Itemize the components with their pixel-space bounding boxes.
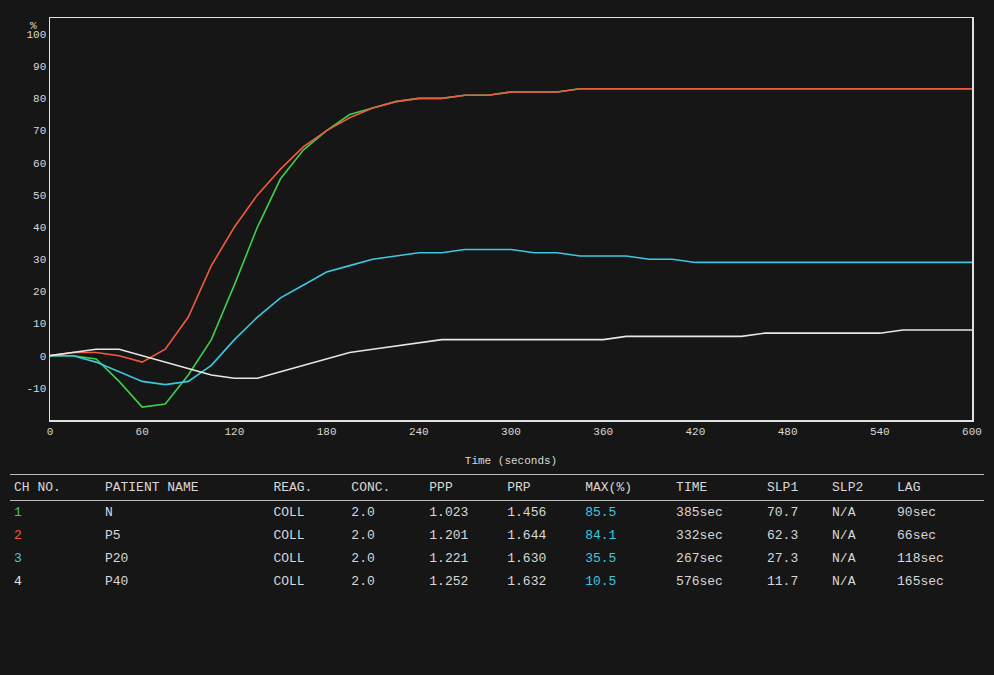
- html-text:COLL: COLL: [273, 551, 305, 566]
- html-text:SLP2: SLP2: [832, 480, 864, 495]
- html-text:118sec: 118sec: [897, 551, 944, 566]
- svg-text:0: 0: [40, 351, 47, 363]
- html-text:66sec: 66sec: [897, 528, 937, 543]
- html-text:62.3: 62.3: [767, 528, 799, 543]
- html-text:COLL: COLL: [273, 574, 305, 589]
- html-text:REAG.: REAG.: [273, 480, 313, 495]
- html-text:1.252: 1.252: [429, 574, 469, 589]
- svg-text:120: 120: [224, 426, 244, 438]
- html-text:N/A: N/A: [832, 574, 856, 589]
- svg-text:Time (seconds): Time (seconds): [465, 455, 557, 467]
- html-text:35.5: 35.5: [585, 551, 617, 566]
- html-text:1.632: 1.632: [507, 574, 547, 589]
- html-text:84.1: 84.1: [585, 528, 617, 543]
- svg-text:0: 0: [47, 426, 54, 438]
- html-text:70.7: 70.7: [767, 505, 799, 520]
- svg-text:600: 600: [962, 426, 982, 438]
- html-text:SLP1: SLP1: [767, 480, 799, 495]
- html-text:1.456: 1.456: [507, 505, 547, 520]
- html-text:1.630: 1.630: [507, 551, 547, 566]
- svg-text:%: %: [30, 20, 37, 32]
- html-text:1: 1: [14, 505, 22, 520]
- svg-text:360: 360: [593, 426, 613, 438]
- svg-text:60: 60: [136, 426, 149, 438]
- html-text:2.0: 2.0: [351, 574, 375, 589]
- svg-text:60: 60: [33, 158, 46, 170]
- svg-text:50: 50: [33, 190, 46, 202]
- html-text:1.221: 1.221: [429, 551, 469, 566]
- html-text:332sec: 332sec: [676, 528, 723, 543]
- html-text:4: 4: [14, 574, 22, 589]
- html-text:N/A: N/A: [832, 551, 856, 566]
- svg-text:420: 420: [685, 426, 705, 438]
- html-text:10.5: 10.5: [585, 574, 617, 589]
- html-text:2.0: 2.0: [351, 505, 375, 520]
- svg-text:180: 180: [317, 426, 337, 438]
- html-text:27.3: 27.3: [767, 551, 799, 566]
- svg-text:-10: -10: [26, 383, 46, 395]
- html-text:1.644: 1.644: [507, 528, 547, 543]
- html-text:P40: P40: [104, 574, 129, 589]
- html-text:165sec: 165sec: [897, 574, 944, 589]
- html-text:576sec: 576sec: [676, 574, 723, 589]
- svg-text:10: 10: [33, 318, 46, 330]
- svg-text:70: 70: [33, 125, 46, 137]
- html-text:N: N: [104, 505, 113, 520]
- html-text:11.7: 11.7: [767, 574, 799, 589]
- html-text:90sec: 90sec: [897, 505, 937, 520]
- html-text:PRP: PRP: [507, 480, 531, 495]
- html-text:267sec: 267sec: [676, 551, 723, 566]
- svg-text:480: 480: [778, 426, 798, 438]
- html-text:3: 3: [14, 551, 22, 566]
- html-text:N/A: N/A: [832, 528, 856, 543]
- html-text:P5: P5: [104, 528, 121, 543]
- html-text:COLL: COLL: [273, 528, 305, 543]
- html-text:CONC.: CONC.: [351, 480, 391, 495]
- svg-text:40: 40: [33, 222, 46, 234]
- html-text:PPP: PPP: [429, 480, 453, 495]
- html-text:MAX(%): MAX(%): [585, 480, 632, 495]
- html-text:P20: P20: [104, 551, 129, 566]
- svg-text:90: 90: [33, 61, 46, 73]
- svg-text:100: 100: [26, 29, 46, 41]
- html-text:TIME: TIME: [676, 480, 708, 495]
- html-text:COLL: COLL: [273, 505, 305, 520]
- svg-text:30: 30: [33, 254, 46, 266]
- svg-text:240: 240: [409, 426, 429, 438]
- html-text:1.201: 1.201: [429, 528, 469, 543]
- html-text:PATIENT NAME: PATIENT NAME: [104, 480, 199, 495]
- html-text:LAG: LAG: [897, 480, 921, 495]
- html-text:2: 2: [14, 528, 22, 543]
- html-text:385sec: 385sec: [676, 505, 723, 520]
- svg-text:300: 300: [501, 426, 521, 438]
- html-text:CH NO.: CH NO.: [14, 480, 61, 495]
- svg-text:80: 80: [33, 93, 46, 105]
- html-text:N/A: N/A: [832, 505, 856, 520]
- html-text:2.0: 2.0: [351, 551, 375, 566]
- html-text:85.5: 85.5: [585, 505, 617, 520]
- html-text:2.0: 2.0: [351, 528, 375, 543]
- svg-text:540: 540: [870, 426, 890, 438]
- svg-text:20: 20: [33, 286, 46, 298]
- html-text:1.023: 1.023: [429, 505, 469, 520]
